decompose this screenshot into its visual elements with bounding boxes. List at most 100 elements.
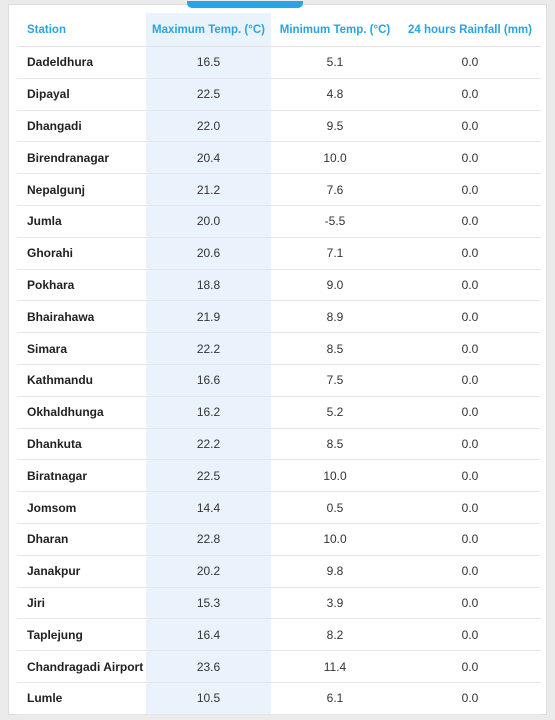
station-cell: Jumla <box>17 205 146 238</box>
column-header-rainfall[interactable]: 24 hours Rainfall (mm) <box>399 13 541 47</box>
rainfall-cell: 0.0 <box>399 269 541 302</box>
rainfall-cell: 0.0 <box>399 364 541 397</box>
weather-table-panel: Station Maximum Temp. (°C) Minimum Temp.… <box>8 1 547 715</box>
max-temp-cell: 22.8 <box>146 523 271 556</box>
rainfall-cell: 0.0 <box>399 141 541 175</box>
station-cell: Dharan <box>17 523 146 556</box>
min-temp-cell: 11.4 <box>271 650 399 683</box>
table-row: Pokhara 18.8 9.0 0.0 <box>17 269 541 302</box>
min-temp-cell: 7.1 <box>271 237 399 270</box>
min-temp-cell: 4.8 <box>271 78 399 111</box>
station-cell: Dipayal <box>17 78 146 111</box>
table-row: Okhaldhunga 16.2 5.2 0.0 <box>17 396 541 429</box>
station-cell: Dhankuta <box>17 428 146 461</box>
column-header-max-temp[interactable]: Maximum Temp. (°C) <box>146 13 271 47</box>
rainfall-cell: 0.0 <box>399 682 541 715</box>
max-temp-cell: 10.5 <box>146 682 271 715</box>
min-temp-cell: 8.2 <box>271 618 399 652</box>
station-cell: Nepalgunj <box>17 173 146 206</box>
station-cell: Birendranagar <box>17 141 146 175</box>
min-temp-cell: -5.5 <box>271 205 399 238</box>
min-temp-cell: 9.0 <box>271 269 399 302</box>
max-temp-cell: 20.6 <box>146 237 271 270</box>
station-cell: Jiri <box>17 587 146 620</box>
rainfall-cell: 0.0 <box>399 205 541 238</box>
table-row: Dipayal 22.5 4.8 0.0 <box>17 78 541 111</box>
weather-table: Station Maximum Temp. (°C) Minimum Temp.… <box>17 13 541 715</box>
rainfall-cell: 0.0 <box>399 237 541 270</box>
rainfall-cell: 0.0 <box>399 587 541 620</box>
rainfall-cell: 0.0 <box>399 491 541 524</box>
table-row: Nepalgunj 21.2 7.6 0.0 <box>17 173 541 206</box>
min-temp-cell: 10.0 <box>271 459 399 493</box>
active-tab-indicator[interactable] <box>187 1 303 8</box>
column-header-min-temp[interactable]: Minimum Temp. (°C) <box>271 13 399 47</box>
rainfall-cell: 0.0 <box>399 555 541 588</box>
table-row: Taplejung 16.4 8.2 0.0 <box>17 618 541 652</box>
max-temp-cell: 18.8 <box>146 269 271 302</box>
min-temp-cell: 8.5 <box>271 428 399 461</box>
max-temp-cell: 21.9 <box>146 300 271 334</box>
max-temp-cell: 16.4 <box>146 618 271 652</box>
max-temp-cell: 20.4 <box>146 141 271 175</box>
table-row: Dadeldhura 16.5 5.1 0.0 <box>17 46 541 79</box>
table-body: Dadeldhura 16.5 5.1 0.0 Dipayal 22.5 4.8 0.0 Dha… <box>17 46 541 715</box>
rainfall-cell: 0.0 <box>399 523 541 556</box>
max-temp-cell: 21.2 <box>146 173 271 206</box>
rainfall-cell: 0.0 <box>399 300 541 334</box>
table-row: Jiri 15.3 3.9 0.0 <box>17 587 541 620</box>
max-temp-cell: 22.0 <box>146 110 271 143</box>
rainfall-cell: 0.0 <box>399 396 541 429</box>
max-temp-cell: 22.5 <box>146 78 271 111</box>
station-cell: Janakpur <box>17 555 146 588</box>
min-temp-cell: 7.5 <box>271 364 399 397</box>
rainfall-cell: 0.0 <box>399 332 541 365</box>
max-temp-cell: 22.2 <box>146 332 271 365</box>
max-temp-cell: 23.6 <box>146 650 271 683</box>
rainfall-cell: 0.0 <box>399 78 541 111</box>
table-header-row: Station Maximum Temp. (°C) Minimum Temp.… <box>17 13 541 47</box>
table-row: Bhairahawa 21.9 8.9 0.0 <box>17 300 541 334</box>
table-row: Jomsom 14.4 0.5 0.0 <box>17 491 541 524</box>
min-temp-cell: 9.8 <box>271 555 399 588</box>
station-cell: Chandragadi Airport <box>17 650 146 683</box>
table-row: Janakpur 20.2 9.8 0.0 <box>17 555 541 588</box>
min-temp-cell: 7.6 <box>271 173 399 206</box>
max-temp-cell: 22.2 <box>146 428 271 461</box>
max-temp-cell: 16.2 <box>146 396 271 429</box>
station-cell: Kathmandu <box>17 364 146 397</box>
max-temp-cell: 20.0 <box>146 205 271 238</box>
min-temp-cell: 8.5 <box>271 332 399 365</box>
station-cell: Lumle <box>17 682 146 715</box>
table-row: Dharan 22.8 10.0 0.0 <box>17 523 541 556</box>
station-cell: Okhaldhunga <box>17 396 146 429</box>
min-temp-cell: 5.1 <box>271 46 399 79</box>
min-temp-cell: 9.5 <box>271 110 399 143</box>
column-header-station[interactable]: Station <box>17 13 146 47</box>
station-cell: Dadeldhura <box>17 46 146 79</box>
table-row: Simara 22.2 8.5 0.0 <box>17 332 541 365</box>
max-temp-cell: 16.6 <box>146 364 271 397</box>
station-cell: Ghorahi <box>17 237 146 270</box>
table-row: Kathmandu 16.6 7.5 0.0 <box>17 364 541 397</box>
table-row: Lumle 10.5 6.1 0.0 <box>17 682 541 715</box>
min-temp-cell: 5.2 <box>271 396 399 429</box>
table-row: Jumla 20.0 -5.5 0.0 <box>17 205 541 238</box>
table-row: Dhankuta 22.2 8.5 0.0 <box>17 428 541 461</box>
max-temp-cell: 16.5 <box>146 46 271 79</box>
rainfall-cell: 0.0 <box>399 173 541 206</box>
station-cell: Taplejung <box>17 618 146 652</box>
station-cell: Bhairahawa <box>17 300 146 334</box>
station-cell: Biratnagar <box>17 459 146 493</box>
station-cell: Jomsom <box>17 491 146 524</box>
table-row: Chandragadi Airport 23.6 11.4 0.0 <box>17 650 541 683</box>
min-temp-cell: 0.5 <box>271 491 399 524</box>
max-temp-cell: 14.4 <box>146 491 271 524</box>
max-temp-cell: 22.5 <box>146 459 271 493</box>
min-temp-cell: 6.1 <box>271 682 399 715</box>
min-temp-cell: 10.0 <box>271 141 399 175</box>
table-row: Birendranagar 20.4 10.0 0.0 <box>17 141 541 175</box>
rainfall-cell: 0.0 <box>399 650 541 683</box>
table-row: Dhangadi 22.0 9.5 0.0 <box>17 110 541 143</box>
station-cell: Dhangadi <box>17 110 146 143</box>
